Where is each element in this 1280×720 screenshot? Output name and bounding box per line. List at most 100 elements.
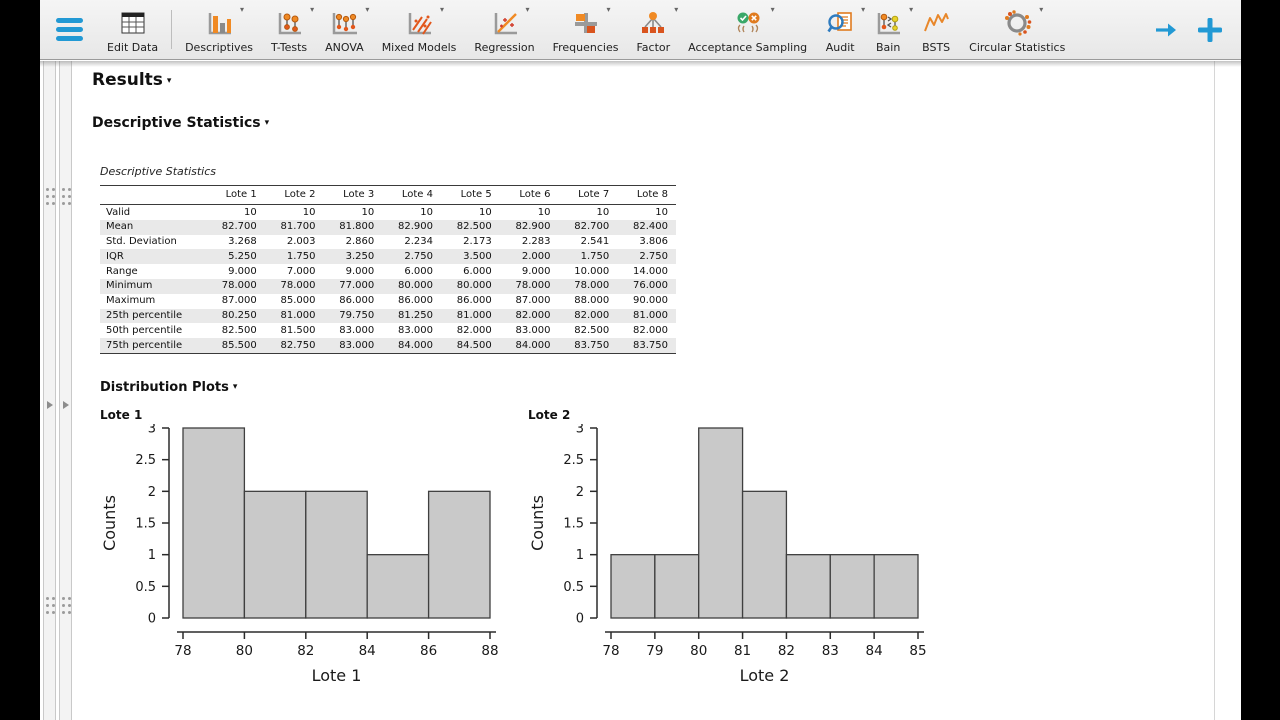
svg-text:79: 79 <box>646 643 663 659</box>
svg-text:82: 82 <box>778 643 795 659</box>
table-cell: 9.000 <box>521 265 551 277</box>
svg-text:84: 84 <box>359 643 376 659</box>
row-label: Range <box>106 265 138 277</box>
table-cell: 84.000 <box>515 339 551 351</box>
svg-text:3: 3 <box>576 424 584 437</box>
table-cell: 10.000 <box>574 265 610 277</box>
splitter-handle-icon[interactable] <box>62 597 71 600</box>
table-cell: 76.000 <box>633 280 668 292</box>
svg-text:2.5: 2.5 <box>135 453 156 468</box>
toolbar-button-mixed-models[interactable]: ▾ Mixed Models <box>381 5 457 54</box>
results-panel-splitter[interactable] <box>59 61 72 720</box>
table-cell: 9.000 <box>345 265 375 277</box>
table-cell: 86.000 <box>456 295 492 307</box>
table-cell: 3.500 <box>463 250 492 262</box>
toolbar-button-circular-statistics[interactable]: ▾ Circular Statistics <box>969 5 1066 54</box>
table-cell: 84.500 <box>456 339 492 351</box>
splitter-handle-icon[interactable] <box>46 188 55 191</box>
caret-down-icon: ▾ <box>166 76 172 86</box>
toolbar-button-regression[interactable]: ▾ Regression <box>474 5 535 54</box>
row-label: 75th percentile <box>106 339 183 351</box>
audit-icon <box>827 12 852 33</box>
toolbar-button-edit-data[interactable]: Edit Data <box>98 0 167 59</box>
histogram-bar <box>829 554 875 619</box>
svg-text:78: 78 <box>602 643 619 659</box>
svg-text:0.5: 0.5 <box>563 580 584 595</box>
table-cell: 81.800 <box>339 221 375 233</box>
table-row: IQR 5.250 1.750 3.250 2.750 3.500 2.000 1.750 2.… <box>100 249 676 265</box>
results-heading[interactable]: Results ▾ <box>92 70 172 90</box>
toolbar-button-frequencies[interactable]: ▾ Frequencies <box>552 5 619 54</box>
row-label: Valid <box>106 206 131 218</box>
table-cell: 82.000 <box>574 310 610 322</box>
results-panel: Results ▾ Descriptive Statistics ▾ Descrip… <box>76 61 1227 720</box>
table-cell: 86.000 <box>339 295 375 307</box>
table-cell: 1.750 <box>580 250 610 262</box>
distribution-plots-heading[interactable]: Distribution Plots ▾ <box>100 380 238 395</box>
table-cell: 82.400 <box>633 221 668 233</box>
expand-panel-arrow-icon[interactable] <box>62 401 69 409</box>
table-cell: 78.000 <box>574 280 610 292</box>
plots-row: Lote 1 0 0.5 1 1.5 2 2.5 3 78 80 82 84 86 88 Lote 1 Co… <box>91 408 947 693</box>
svg-text:84: 84 <box>866 643 883 659</box>
row-label: 25th percentile <box>106 310 183 322</box>
toolbar-button-factor[interactable]: ▾ Factor <box>636 5 679 54</box>
data-panel-splitter[interactable] <box>43 61 56 720</box>
toolbar-button-bain[interactable]: ▾ Bain <box>864 0 914 59</box>
toolbar-button-t-tests[interactable]: ▾ T-Tests <box>271 5 315 54</box>
splitter-handle-icon[interactable] <box>62 188 71 191</box>
table-cell: 81.000 <box>456 310 492 322</box>
anova-icon <box>333 13 358 35</box>
toolbar-button-bsts[interactable]: BSTS <box>912 0 960 59</box>
toolbar-label: Edit Data <box>107 41 159 54</box>
table-cell: 2.283 <box>521 236 551 248</box>
svg-text:1.5: 1.5 <box>563 517 584 532</box>
expand-panel-arrow-icon[interactable] <box>46 401 53 409</box>
descriptive-statistics-heading[interactable]: Descriptive Statistics ▾ <box>92 115 270 131</box>
table-cell: 81.700 <box>280 221 316 233</box>
table-cell: 82.700 <box>574 221 610 233</box>
table-cell: 83.000 <box>339 339 375 351</box>
table-cell: 82.700 <box>221 221 257 233</box>
column-header: Lote 8 <box>617 185 676 205</box>
table-cell: 10 <box>655 206 668 218</box>
show-data-panel-button[interactable] <box>1153 19 1179 41</box>
toolbar-button-audit[interactable]: ▾ Audit <box>825 5 866 54</box>
table-cell: 80.000 <box>398 280 433 292</box>
splitter-handle-icon[interactable] <box>46 597 55 600</box>
toolbar-button-descriptives[interactable]: ▾ Descriptives <box>185 5 254 54</box>
caret-down-icon: ▾ <box>232 382 238 392</box>
descriptive-statistics-table-block: Descriptive Statistics Lote 1 Lote 2 Lote … <box>100 165 676 354</box>
svg-text:80: 80 <box>236 643 253 659</box>
arrow-right-icon <box>1156 23 1176 36</box>
table-cell: 10 <box>596 206 610 218</box>
table-cell: 82.500 <box>456 221 492 233</box>
results-scrollbar[interactable] <box>1214 61 1215 720</box>
table-cell: 81.500 <box>280 324 316 336</box>
caret-down-icon: ▾ <box>606 5 611 14</box>
hamburger-menu-button[interactable] <box>40 0 98 59</box>
svg-text:81: 81 <box>734 643 751 659</box>
svg-text:1.5: 1.5 <box>135 517 156 532</box>
table-cell: 3.806 <box>639 236 668 248</box>
table-cell: 82.000 <box>633 324 668 336</box>
row-label: Maximum <box>106 295 156 307</box>
table-row: 50th percentile 82.500 81.500 83.000 83.000 8… <box>100 323 676 338</box>
toolbar-button-anova[interactable]: ▾ ANOVA <box>325 5 370 54</box>
toolbar-button-acceptance-sampling[interactable]: ▾ Acceptance Sampling <box>688 5 808 54</box>
table-cell: 85.000 <box>280 295 316 307</box>
histogram-bar <box>698 427 744 619</box>
table-cell: 10 <box>479 206 492 218</box>
add-analysis-button[interactable] <box>1195 15 1225 45</box>
table-cell: 84.000 <box>398 339 433 351</box>
x-axis-label: Lote 1 <box>312 666 362 685</box>
table-cell: 85.500 <box>221 339 257 351</box>
table-cell: 78.000 <box>515 280 551 292</box>
caret-down-icon: ▾ <box>909 5 914 14</box>
table-row: 75th percentile 85.500 82.750 83.000 84.000 8… <box>100 338 676 354</box>
column-header: Lote 1 <box>206 185 265 205</box>
plus-icon <box>1198 17 1222 42</box>
caret-down-icon: ▾ <box>240 5 245 14</box>
table-cell: 83.000 <box>339 324 375 336</box>
caret-down-icon: ▾ <box>440 5 445 14</box>
